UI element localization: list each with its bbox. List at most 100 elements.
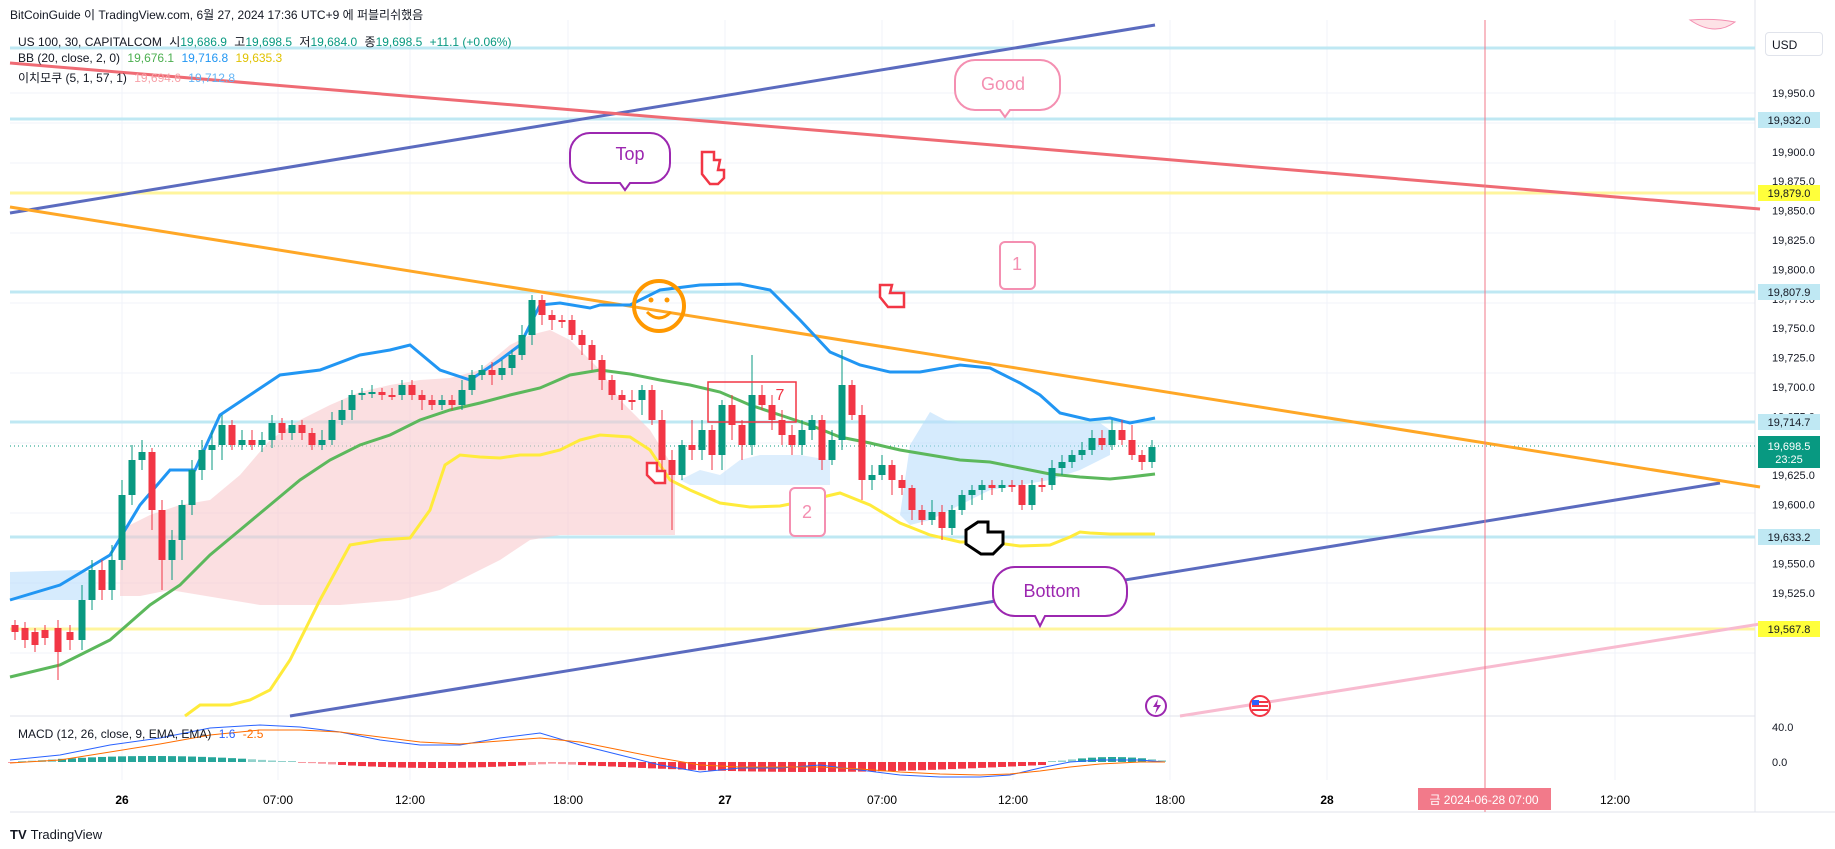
price-label-highlight: 19,633.2 — [1758, 529, 1820, 545]
time-tick: 26 — [115, 793, 129, 807]
candle-body — [678, 445, 686, 475]
symbol-name[interactable]: US 100, 30, CAPITALCOM — [18, 35, 162, 49]
candle-body — [518, 335, 526, 355]
macd-bar — [978, 762, 986, 768]
candle-body — [1128, 440, 1136, 455]
candle-body — [66, 632, 74, 640]
label-7-box[interactable] — [707, 381, 797, 423]
candle-body — [1008, 485, 1016, 487]
candle-body — [998, 485, 1006, 488]
macd-bar — [918, 762, 926, 771]
symbol-legend[interactable]: US 100, 30, CAPITALCOM 시19,686.9 고19,698… — [18, 33, 515, 50]
candle-body — [898, 480, 906, 488]
price-label-highlight: 19,567.8 — [1758, 621, 1820, 637]
macd-bar — [1028, 762, 1036, 766]
svg-text:19,567.8: 19,567.8 — [1768, 624, 1811, 636]
candle-body — [188, 470, 196, 505]
macd-bar — [588, 762, 596, 766]
candle-body — [888, 465, 896, 480]
label-2-box[interactable] — [789, 487, 826, 537]
candlesticks[interactable] — [11, 295, 1156, 680]
candle-body — [588, 345, 596, 360]
time-tick: 27 — [718, 793, 732, 807]
macd-legend[interactable]: MACD (12, 26, close, 9, EMA, EMA) 1.6 -2… — [18, 727, 267, 741]
candle-body — [318, 440, 326, 445]
macd-bar — [698, 762, 706, 771]
macd-bar — [168, 756, 176, 762]
price-tick: 19,725.0 — [1772, 353, 1815, 365]
label-1-box[interactable] — [999, 241, 1036, 290]
candle-body — [268, 423, 276, 440]
trend-lines[interactable] — [9, 20, 1761, 812]
macd-bar — [1088, 757, 1096, 762]
price-tick: 19,600.0 — [1772, 500, 1815, 512]
footer-brand[interactable]: TV TradingView — [10, 827, 102, 842]
candle-body — [718, 405, 726, 455]
open-label: 시 — [169, 35, 181, 49]
ichimoku-name[interactable]: 이치모쿠 (5, 1, 57, 1) — [18, 71, 127, 85]
bottom-callout[interactable] — [992, 566, 1128, 629]
bb-middle-band — [9, 368, 1156, 679]
macd-bar — [398, 762, 406, 768]
currency-selector[interactable]: USD — [1765, 32, 1823, 56]
macd-bar — [908, 762, 916, 771]
good-callout[interactable] — [954, 59, 1061, 119]
time-tick: 28 — [1320, 793, 1334, 807]
svg-text:19,879.0: 19,879.0 — [1768, 188, 1811, 200]
label-7: 7 — [776, 387, 785, 404]
candle-body — [208, 445, 216, 450]
macd-bar — [438, 762, 446, 768]
candle-body — [638, 390, 646, 400]
macd-bar — [108, 756, 116, 762]
macd-bar — [68, 758, 76, 762]
time-tick: 07:00 — [867, 793, 897, 807]
macd-tick: 0.0 — [1772, 757, 1787, 769]
macd-bar — [668, 762, 676, 770]
bb-name[interactable]: BB (20, close, 2, 0) — [18, 51, 121, 65]
smiley-icon[interactable] — [632, 279, 686, 333]
macd-bar — [1048, 761, 1056, 762]
price-tick: 19,550.0 — [1772, 558, 1815, 570]
macd-bar — [1158, 760, 1166, 762]
top-callout[interactable] — [569, 132, 671, 192]
macd-bar — [248, 759, 256, 762]
candle-body — [988, 485, 996, 488]
ichimoku-legend[interactable]: 이치모쿠 (5, 1, 57, 1) 19,694.6 19,712.8 — [18, 69, 239, 86]
lightning-icon[interactable] — [1145, 695, 1167, 717]
candle-body — [418, 395, 426, 400]
macd-bar — [278, 761, 286, 762]
price-tick: 19,825.0 — [1772, 235, 1815, 247]
time-tick: 12:00 — [998, 793, 1028, 807]
macd-bar — [488, 762, 496, 767]
macd-bar — [118, 756, 126, 762]
close-label: 종 — [364, 35, 376, 49]
macd-bar — [158, 756, 166, 762]
candle-body — [508, 355, 516, 368]
candle-body — [168, 540, 176, 560]
macd-bar — [538, 762, 546, 765]
macd-name[interactable]: MACD (12, 26, close, 9, EMA, EMA) — [18, 727, 212, 741]
candle-body — [398, 385, 406, 395]
bottom-label: Bottom — [1023, 581, 1080, 601]
price-tick: 19,625.0 — [1772, 470, 1815, 482]
low-value: 19,684.0 — [310, 35, 358, 49]
candle-body — [278, 423, 286, 433]
price-tick: 19,900.0 — [1772, 147, 1815, 159]
candle-body — [738, 425, 746, 445]
svg-text:19,633.2: 19,633.2 — [1768, 532, 1811, 544]
us-flag-icon[interactable] — [1249, 695, 1271, 717]
time-axis[interactable]: 26 07:00 12:00 18:00 27 07:00 12:00 18:0… — [115, 788, 1630, 810]
macd-bar — [128, 756, 136, 762]
macd-bar — [388, 762, 396, 768]
macd-bar — [998, 762, 1006, 767]
macd-bar — [898, 762, 906, 771]
macd-bar — [468, 762, 476, 768]
candle-body — [448, 400, 456, 405]
macd-bar — [138, 756, 146, 762]
candle-body — [468, 375, 476, 390]
candle-body — [88, 570, 96, 600]
bb-legend[interactable]: BB (20, close, 2, 0) 19,676.1 19,716.8 1… — [18, 51, 286, 65]
time-tick: 12:00 — [395, 793, 425, 807]
macd-bar — [238, 758, 246, 762]
